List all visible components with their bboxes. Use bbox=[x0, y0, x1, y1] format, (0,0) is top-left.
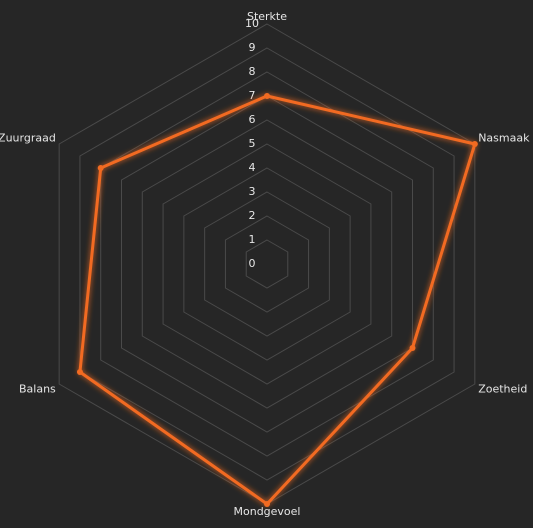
tick-label: 8 bbox=[249, 65, 256, 78]
tick-label: 5 bbox=[249, 137, 256, 150]
grid-ring bbox=[162, 143, 372, 385]
tick-label: 3 bbox=[249, 185, 256, 198]
tick-label: 6 bbox=[249, 113, 256, 126]
axis-label: Zoetheid bbox=[478, 382, 527, 395]
tick-label: 7 bbox=[249, 89, 256, 102]
axis-label: Nasmaak bbox=[478, 132, 530, 145]
axis-label: Zuurgraad bbox=[0, 132, 56, 145]
tick-label: 1 bbox=[249, 233, 256, 246]
data-point bbox=[409, 345, 416, 351]
axis-label: Mondgevoel bbox=[234, 505, 301, 518]
data-point bbox=[264, 93, 270, 99]
grid-ring bbox=[183, 167, 351, 361]
data-point bbox=[471, 141, 478, 147]
tick-label: 10 bbox=[245, 17, 259, 30]
tick-label: 4 bbox=[249, 161, 256, 174]
data-point bbox=[97, 165, 104, 171]
tick-label: 9 bbox=[249, 41, 256, 54]
grid-ring bbox=[224, 215, 310, 313]
grid-ring bbox=[204, 191, 330, 337]
grid-ring bbox=[79, 47, 455, 481]
grid-ring bbox=[141, 119, 393, 409]
tick-label: 2 bbox=[249, 209, 256, 222]
data-point bbox=[264, 501, 270, 507]
grid-ring bbox=[121, 95, 413, 433]
axis-label: Balans bbox=[19, 382, 56, 395]
grid-ring bbox=[245, 239, 289, 289]
tick-label: 0 bbox=[249, 257, 256, 270]
data-point bbox=[76, 369, 83, 375]
axis-label: Sterkte bbox=[247, 10, 287, 23]
